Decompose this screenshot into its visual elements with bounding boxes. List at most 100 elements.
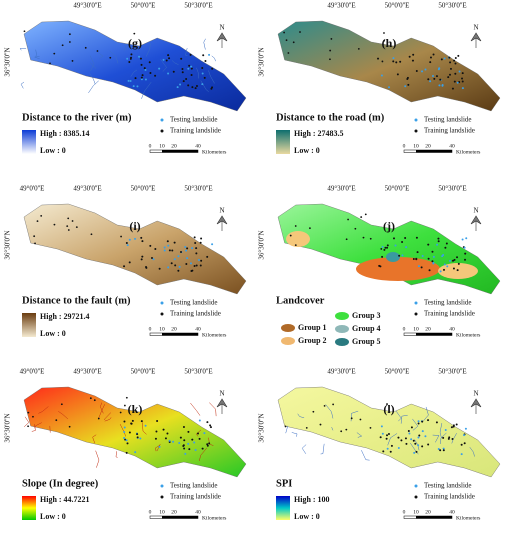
landslide-point bbox=[195, 85, 198, 88]
landslide-point bbox=[184, 245, 187, 248]
scale-tick: 40 bbox=[449, 509, 455, 515]
drainage-line bbox=[89, 55, 95, 72]
legend-high: High : 8385.14 bbox=[40, 129, 90, 138]
legend-dot bbox=[414, 312, 418, 316]
scale-tick: 10 bbox=[413, 143, 419, 149]
landslide-point bbox=[427, 78, 430, 81]
scale-tick: 20 bbox=[425, 143, 431, 149]
drainage-line bbox=[49, 425, 51, 433]
landslide-point bbox=[141, 74, 144, 77]
landslide-point bbox=[289, 234, 292, 237]
drainage-line bbox=[203, 38, 206, 50]
drainage-line bbox=[23, 416, 30, 428]
landslide-point bbox=[410, 438, 413, 441]
landslide-point bbox=[134, 237, 137, 240]
landslide-point bbox=[145, 266, 148, 269]
landslide-point bbox=[194, 87, 197, 90]
scale-tick: 40 bbox=[195, 143, 201, 149]
map-panel: 49°30'0''E 50°0'0''E 50°30'0''E 36°30'0''N (… bbox=[258, 2, 501, 155]
north-arrow bbox=[216, 215, 228, 231]
landslide-point bbox=[32, 415, 34, 418]
legend-training: Training landslide bbox=[170, 493, 221, 501]
group-swatch bbox=[335, 338, 349, 346]
legend-dot bbox=[414, 129, 418, 133]
north-label: N bbox=[473, 390, 478, 398]
drainage-line bbox=[92, 434, 97, 444]
landslide-point bbox=[420, 266, 423, 269]
landslide-point bbox=[209, 424, 212, 427]
landslide-point bbox=[67, 217, 70, 220]
group-swatch bbox=[281, 324, 295, 332]
landslide-point bbox=[312, 410, 315, 413]
landslide-point bbox=[162, 428, 165, 431]
legend-training: Training landslide bbox=[170, 127, 221, 135]
drainage-line bbox=[104, 417, 112, 422]
landslide-point bbox=[172, 440, 175, 443]
landslide-point bbox=[448, 259, 451, 262]
landslide-point bbox=[196, 432, 199, 435]
panel-label: (l) bbox=[383, 402, 394, 416]
landslide-point bbox=[120, 235, 122, 238]
landslide-point bbox=[143, 67, 146, 70]
landslide-point bbox=[191, 438, 194, 441]
landslide-point bbox=[133, 32, 136, 35]
landslide-point bbox=[381, 432, 384, 435]
drainage-line bbox=[196, 67, 199, 79]
landslide-point bbox=[195, 247, 198, 250]
landslide-point bbox=[437, 240, 440, 243]
landslide-point bbox=[414, 442, 417, 445]
landslide-point bbox=[386, 447, 389, 450]
landslide-point bbox=[166, 432, 169, 435]
landslide-point bbox=[421, 255, 424, 258]
landslide-point bbox=[128, 261, 131, 264]
landslide-point bbox=[417, 436, 420, 439]
landslide-point bbox=[195, 264, 198, 267]
landslide-point bbox=[165, 59, 168, 62]
scale-bar bbox=[416, 516, 428, 519]
landslide-point bbox=[210, 87, 213, 90]
longitude-label: 49°30'0''E bbox=[327, 368, 355, 376]
landslide-point bbox=[188, 64, 191, 67]
legend-title: Distance to the road (m) bbox=[276, 112, 385, 123]
landslide-point bbox=[362, 236, 365, 239]
landslide-point bbox=[129, 58, 132, 60]
map-panel: 49°30'0''E 50°0'0''E 50°30'0''E 36°30'0''N (… bbox=[4, 2, 247, 155]
legend-testing: Testing landslide bbox=[424, 482, 472, 490]
landslide-point bbox=[380, 425, 383, 428]
legend-testing: Testing landslide bbox=[424, 116, 472, 124]
landslide-point bbox=[386, 246, 389, 249]
landslide-point bbox=[139, 437, 142, 440]
landslide-point bbox=[174, 264, 177, 267]
landslide-point bbox=[140, 78, 143, 81]
landslide-point bbox=[285, 39, 288, 42]
landslide-point bbox=[464, 252, 467, 255]
landslide-point bbox=[178, 441, 181, 444]
landslide-point bbox=[172, 70, 175, 73]
legend-ramp bbox=[276, 130, 290, 154]
longitude-label: 50°0'0''E bbox=[385, 2, 410, 10]
landslide-point bbox=[182, 426, 185, 429]
landslide-point bbox=[445, 242, 448, 245]
landslide-point bbox=[458, 70, 461, 73]
landslide-point bbox=[417, 422, 420, 425]
drainage-line bbox=[185, 48, 188, 56]
landslide-point bbox=[345, 238, 348, 241]
landslide-point bbox=[60, 403, 63, 406]
landslide-point bbox=[392, 237, 395, 240]
landslide-point bbox=[201, 447, 204, 450]
landslide-point bbox=[176, 86, 179, 89]
landslide-point bbox=[136, 436, 139, 439]
scale-bar bbox=[162, 150, 174, 153]
landslide-point bbox=[53, 52, 56, 55]
landslide-point bbox=[168, 57, 171, 60]
drainage-line bbox=[171, 60, 179, 65]
longitude-label: 49°30'0''E bbox=[327, 185, 355, 193]
longitude-label: 50°0'0''E bbox=[385, 368, 410, 376]
landslide-point bbox=[126, 57, 129, 60]
north-arrow bbox=[470, 215, 482, 231]
scale-tick: 10 bbox=[159, 143, 165, 149]
longitude-label: 49°30'0''E bbox=[73, 2, 101, 10]
landslide-point bbox=[461, 77, 464, 80]
landslide-point bbox=[437, 237, 440, 240]
landslide-point bbox=[454, 57, 457, 60]
